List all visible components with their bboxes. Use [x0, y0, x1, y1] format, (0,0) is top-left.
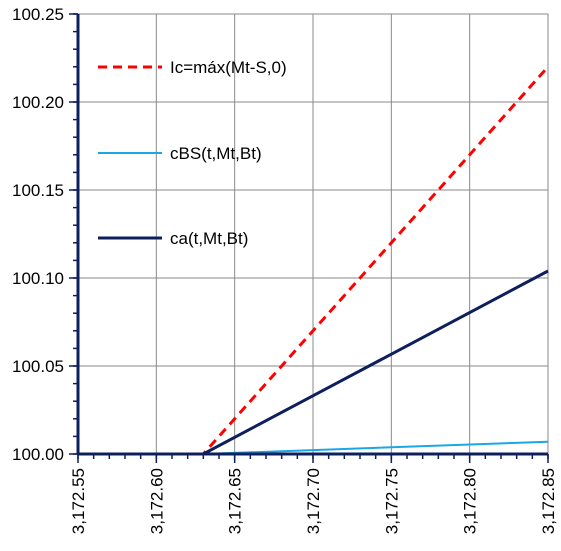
grid [77, 13, 549, 455]
x-tick-label: 3,172.75 [382, 468, 401, 534]
legend: Ic=máx(Mt-S,0) cBS(t,Mt,Bt) ca(t,Mt,Bt) [98, 58, 287, 248]
legend-label-2: ca(t,Mt,Bt) [170, 229, 248, 248]
x-tick-label: 3,172.80 [461, 468, 480, 534]
y-tick-label: 100.15 [12, 181, 64, 200]
y-tick-label: 100.25 [12, 5, 64, 24]
x-tick-label: 3,172.55 [69, 468, 88, 534]
y-tick-label: 100.05 [12, 357, 64, 376]
x-tick-label: 3,172.70 [304, 468, 323, 534]
legend-label-1: cBS(t,Mt,Bt) [170, 144, 262, 163]
y-tick-label: 100.10 [12, 269, 64, 288]
y-tick-label: 100.20 [12, 93, 64, 112]
x-tick-label: 3,172.60 [147, 468, 166, 534]
y-tick-label: 100.00 [12, 445, 64, 464]
axes: 100.00 100.05 100.10 100.15 100.20 100.25 3,17… [12, 5, 558, 534]
x-tick-label: 3,172.85 [539, 468, 558, 534]
legend-label-0: Ic=máx(Mt-S,0) [170, 58, 287, 77]
x-tick-label: 3,172.65 [226, 468, 245, 534]
